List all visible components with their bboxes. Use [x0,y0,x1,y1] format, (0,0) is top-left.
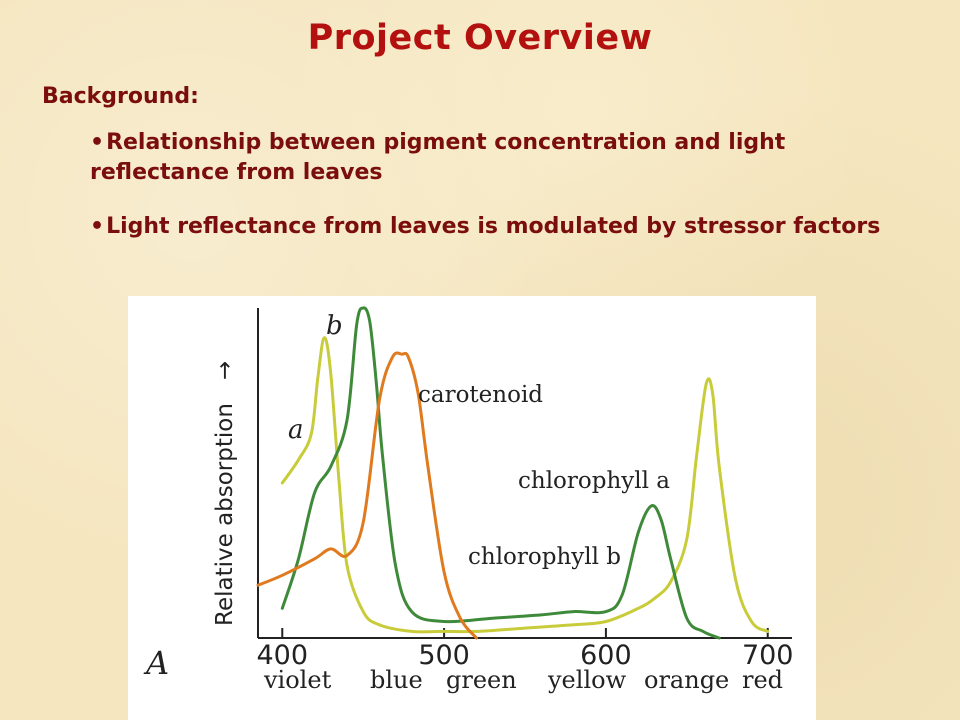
series-tag-a: a [288,415,304,445]
bullet-text: Light reflectance from leaves is modulat… [106,214,881,239]
absorption-chart-panel: Relative absorption → 400 500 600 700 A b a… [128,296,816,720]
series-line-carotenoid [256,351,478,640]
background-heading: Background: [42,84,199,109]
series-line-chlorophyll-a [280,336,770,634]
series-layer [256,306,770,640]
x-ticks: 400 500 600 700 [256,628,794,671]
x-tick-label-500: 500 [418,640,470,671]
band-label-green: green [446,666,517,694]
absorption-chart: Relative absorption → 400 500 600 700 A b a… [143,306,794,694]
x-tick-label-400: 400 [256,640,308,671]
x-tick-label-700: 700 [742,640,794,671]
bullet-item: •Relationship between pigment concentrat… [90,128,890,188]
bullet-symbol: • [90,214,105,239]
band-label-yellow: yellow [547,666,627,694]
series-label-chlorophyll-b: chlorophyll b [468,544,621,570]
band-label-blue: blue [370,666,423,694]
band-label-orange: orange [644,666,729,694]
series-tag-b: b [326,311,343,341]
series-label-chlorophyll-a: chlorophyll a [518,468,670,494]
bullet-text: Relationship between pigment concentrati… [90,130,786,185]
band-label-violet: violet [263,666,332,694]
band-label-red: red [742,666,783,694]
panel-label: A [143,644,169,682]
series-line-chlorophyll-b [280,306,721,640]
slide-title: Project Overview [307,18,653,58]
x-tick-label-600: 600 [580,640,632,671]
y-axis-arrow: → [212,361,238,380]
series-label-carotenoid: carotenoid [418,382,543,408]
bullet-item: •Light reflectance from leaves is modula… [90,212,890,242]
y-axis-label: Relative absorption [212,403,238,626]
bullet-symbol: • [90,130,105,155]
